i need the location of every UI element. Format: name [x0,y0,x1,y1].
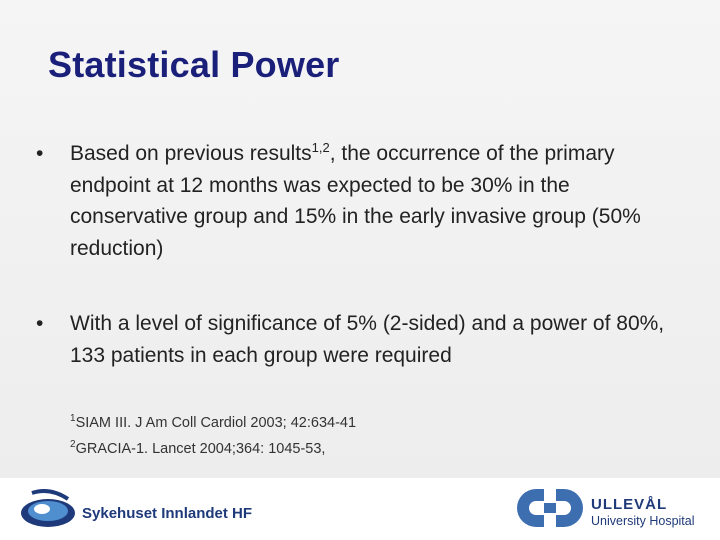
bullet-dot: • [36,142,44,165]
reference-1: 1SIAM III. J Am Coll Cardiol 2003; 42:63… [70,413,357,431]
ulleval-logo-icon [517,489,583,527]
footer-bar [0,478,720,540]
reference-2: 2GRACIA-1. Lancet 2004;364: 1045-53, [70,439,326,457]
citation-superscript: 1,2 [311,140,330,155]
slide-title: Statistical Power [48,44,340,85]
ulleval-logo-subtitle: University Hospital [591,514,695,528]
bullet-dot: • [36,312,44,335]
bullet-text: With a level of significance of 5% (2-si… [70,312,665,367]
reference-text: GRACIA-1. Lancet 2004;364: 1045-53, [75,441,326,457]
bullet-text-post: , the occurrence of the primary endpoint… [70,142,641,260]
sykehuset-logo-icon [21,489,75,527]
reference-marker: 1 [70,413,76,425]
sykehuset-logo-text: Sykehuset Innlandet HF [82,505,253,522]
ulleval-logo-name: ULLEVÅL [591,496,668,513]
bullet-text-pre: Based on previous results [70,142,312,165]
reference-marker: 2 [70,439,76,451]
reference-text: SIAM III. J Am Coll Cardiol 2003; 42:634… [75,415,357,431]
bullet-text: Based on previous results1,2, the occurr… [70,138,670,264]
